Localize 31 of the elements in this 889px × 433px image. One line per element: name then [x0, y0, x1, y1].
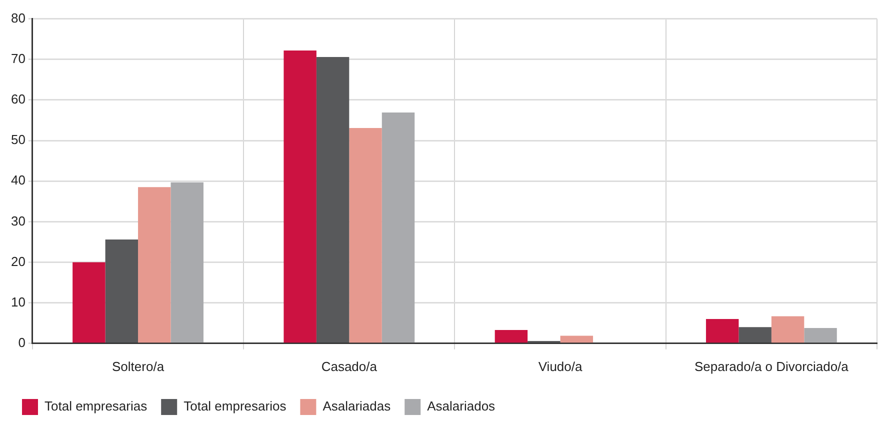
bar [316, 56, 350, 343]
x-tick-label: Casado/a [321, 358, 378, 374]
y-tick-label: 60 [10, 92, 26, 107]
bar [170, 182, 204, 343]
y-tick-label: 70 [10, 50, 26, 66]
x-tick-label: Soltero/a [112, 358, 165, 374]
bar [706, 319, 739, 343]
bar [494, 330, 528, 343]
y-tick-label: 0 [18, 334, 26, 350]
bar [382, 112, 415, 343]
bar [284, 50, 316, 343]
legend-label: Asalariados [427, 398, 496, 414]
bar [560, 336, 594, 343]
x-tick-label: Separado/a o Divorciado/a [694, 358, 850, 374]
y-tick-label: 50 [10, 132, 26, 148]
legend-label: Total empresarias [44, 398, 148, 414]
bar [349, 128, 382, 343]
x-tick-label: Viudo/a [538, 358, 583, 374]
legend-label: Total empresarios [184, 398, 287, 414]
bar [105, 240, 138, 343]
bar [771, 316, 804, 343]
legend-label: Asalariadas [322, 398, 392, 414]
y-tick-label: 80 [10, 10, 26, 26]
bar [72, 262, 106, 343]
bar [138, 187, 171, 343]
y-tick-label: 20 [10, 254, 26, 269]
bar [804, 328, 837, 343]
y-tick-label: 10 [10, 294, 26, 310]
y-tick-label: 40 [10, 172, 26, 188]
y-tick-label: 30 [10, 213, 26, 228]
bar [738, 327, 772, 343]
